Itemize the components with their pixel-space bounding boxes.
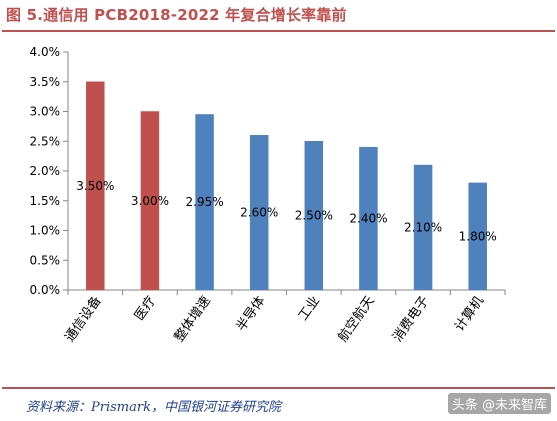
bar-7 bbox=[413, 164, 433, 291]
data-label-5: 2.50% bbox=[295, 209, 333, 223]
category-label-1: 通信设备 bbox=[62, 293, 105, 345]
y-tick-label: 3.0% bbox=[30, 105, 61, 119]
y-tick-label: 2.0% bbox=[30, 164, 61, 178]
watermark: 头条 @未来智库 bbox=[447, 393, 551, 414]
bar-4 bbox=[249, 135, 269, 291]
bar-chart: 0.0% 0.5% 1.0% 1.5% 2.0% 2.5% 3.0% 3.5% 4.0% 3.50… bbox=[30, 45, 506, 345]
title-divider bbox=[2, 30, 555, 32]
category-label-6: 航空航天 bbox=[335, 293, 378, 345]
data-label-1: 3.50% bbox=[76, 179, 114, 193]
data-label-7: 2.10% bbox=[404, 221, 442, 235]
category-label-8: 计算机 bbox=[452, 294, 487, 335]
y-tick-label: 1.0% bbox=[30, 224, 61, 238]
chart-title: 图 5.通信用 PCB2018-2022 年复合增长率靠前 bbox=[6, 6, 347, 24]
data-label-4: 2.60% bbox=[240, 206, 278, 220]
bar-3 bbox=[195, 114, 214, 291]
y-tick-label: 0.5% bbox=[30, 253, 61, 267]
data-label-3: 2.95% bbox=[186, 195, 224, 209]
y-tick-label: 4.0% bbox=[30, 45, 61, 59]
category-label-4: 半导体 bbox=[234, 294, 269, 335]
y-tick-label: 1.5% bbox=[30, 194, 61, 208]
source-note: 资料来源：Prismark，中国银河证券研究院 bbox=[26, 400, 281, 415]
y-tick-label: 3.5% bbox=[30, 75, 61, 89]
footer-divider bbox=[2, 387, 555, 389]
data-label-6: 2.40% bbox=[349, 212, 387, 226]
y-tick-label: 0.0% bbox=[30, 283, 61, 297]
category-label-5: 工业 bbox=[296, 294, 323, 324]
data-label-2: 3.00% bbox=[131, 194, 169, 208]
bar-8 bbox=[468, 182, 487, 291]
data-label-8: 1.80% bbox=[459, 229, 497, 243]
bar-1 bbox=[86, 81, 105, 291]
bar-6 bbox=[359, 146, 378, 291]
y-tick-label: 2.5% bbox=[30, 134, 61, 148]
category-label-3: 整体增速 bbox=[172, 294, 214, 345]
category-label-2: 医疗 bbox=[132, 294, 159, 324]
category-label-7: 消费电子 bbox=[390, 294, 432, 345]
bar-2 bbox=[140, 111, 160, 291]
bar-5 bbox=[304, 141, 324, 291]
